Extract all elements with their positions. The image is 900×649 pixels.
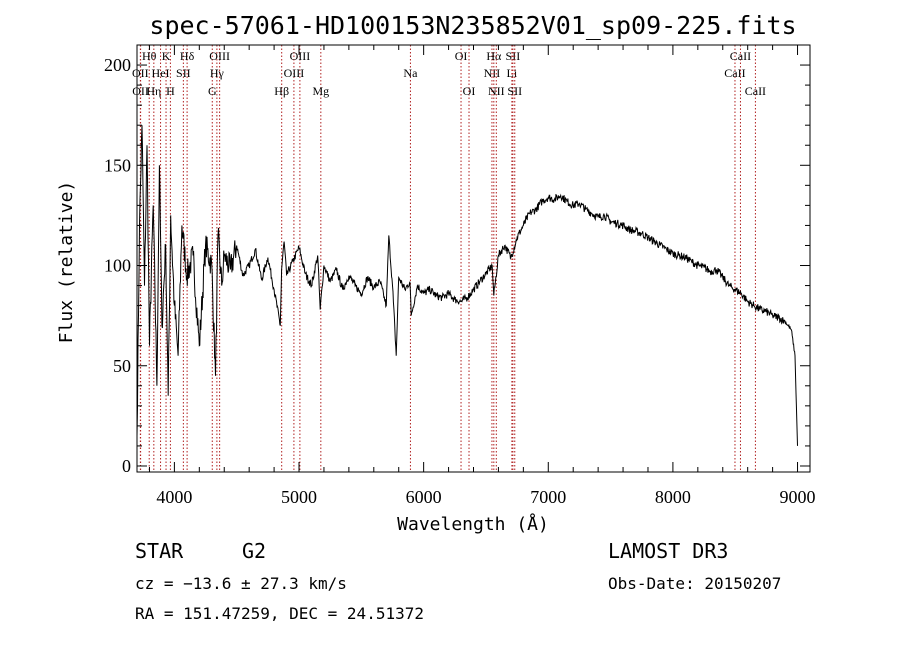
line-label-oiii: OIII	[209, 49, 230, 63]
y-tick-label: 100	[104, 256, 131, 276]
x-tick-label: 8000	[655, 487, 691, 507]
spectral-subclass: G2	[242, 539, 266, 563]
survey-name: LAMOST DR3	[608, 539, 728, 563]
x-tick-label: 5000	[281, 487, 317, 507]
line-label-oiii: OIII	[284, 66, 305, 80]
line-label-g: G	[208, 84, 217, 98]
x-axis-label: Wavelength (Å)	[397, 513, 549, 535]
x-tick-label: 9000	[780, 487, 816, 507]
x-tick-label: 6000	[406, 487, 442, 507]
line-label-sii: SII	[506, 49, 521, 63]
observation-date: Obs-Date: 20150207	[608, 574, 781, 593]
object-type: STAR	[135, 539, 184, 563]
coordinates: RA = 151.47259, DEC = 24.51372	[135, 604, 424, 623]
line-label-hβ: Hβ	[274, 84, 289, 98]
line-label-mg: Mg	[312, 84, 329, 98]
emission-line-markers: OIIOIIHθHηHeIKHSIIHδGHγOIIIHβOIIIOIIIMgN…	[132, 45, 766, 472]
y-tick-label: 150	[104, 155, 131, 175]
y-tick-label: 50	[113, 356, 131, 376]
y-axis-label: Flux (relative)	[56, 181, 77, 344]
line-label-oi: OI	[455, 49, 468, 63]
spectrum-line	[136, 125, 798, 446]
line-label-hγ: Hγ	[210, 66, 225, 80]
line-label-hδ: Hδ	[180, 49, 195, 63]
x-axis: 4000 5000 6000 7000 8000 9000	[148, 45, 816, 507]
line-label-oiii: OIII	[290, 49, 311, 63]
line-label-hα: Hα	[486, 49, 502, 63]
line-label-k: K	[162, 49, 171, 63]
line-label-hei: HeI	[152, 66, 170, 80]
line-label-h: H	[166, 84, 175, 98]
line-label-caii: CaII	[724, 66, 745, 80]
y-tick-label: 200	[104, 55, 131, 75]
line-label-nii: NII	[488, 84, 505, 98]
line-label-sii: SII	[176, 66, 191, 80]
line-label-oii: OII	[132, 84, 149, 98]
x-tick-label: 4000	[156, 487, 192, 507]
line-label-caii: CaII	[745, 84, 766, 98]
plot-frame	[136, 44, 811, 473]
x-tick-label: 7000	[530, 487, 566, 507]
y-tick-label: 0	[122, 456, 131, 476]
line-label-caii: CaII	[730, 49, 751, 63]
line-label-sii: SII	[507, 84, 522, 98]
redshift-cz: cz = −13.6 ± 27.3 km/s	[135, 574, 347, 593]
line-label-oi: OI	[463, 84, 476, 98]
line-label-hη: Hη	[146, 84, 161, 98]
chart-title: spec-57061-HD100153N235852V01_sp09-225.f…	[149, 11, 796, 40]
line-label-hθ: Hθ	[142, 49, 157, 63]
line-label-na: Na	[403, 66, 418, 80]
y-axis: 0 50 100 150 200	[104, 55, 810, 476]
line-label-li: Li	[507, 66, 518, 80]
line-label-nii: NII	[484, 66, 501, 80]
